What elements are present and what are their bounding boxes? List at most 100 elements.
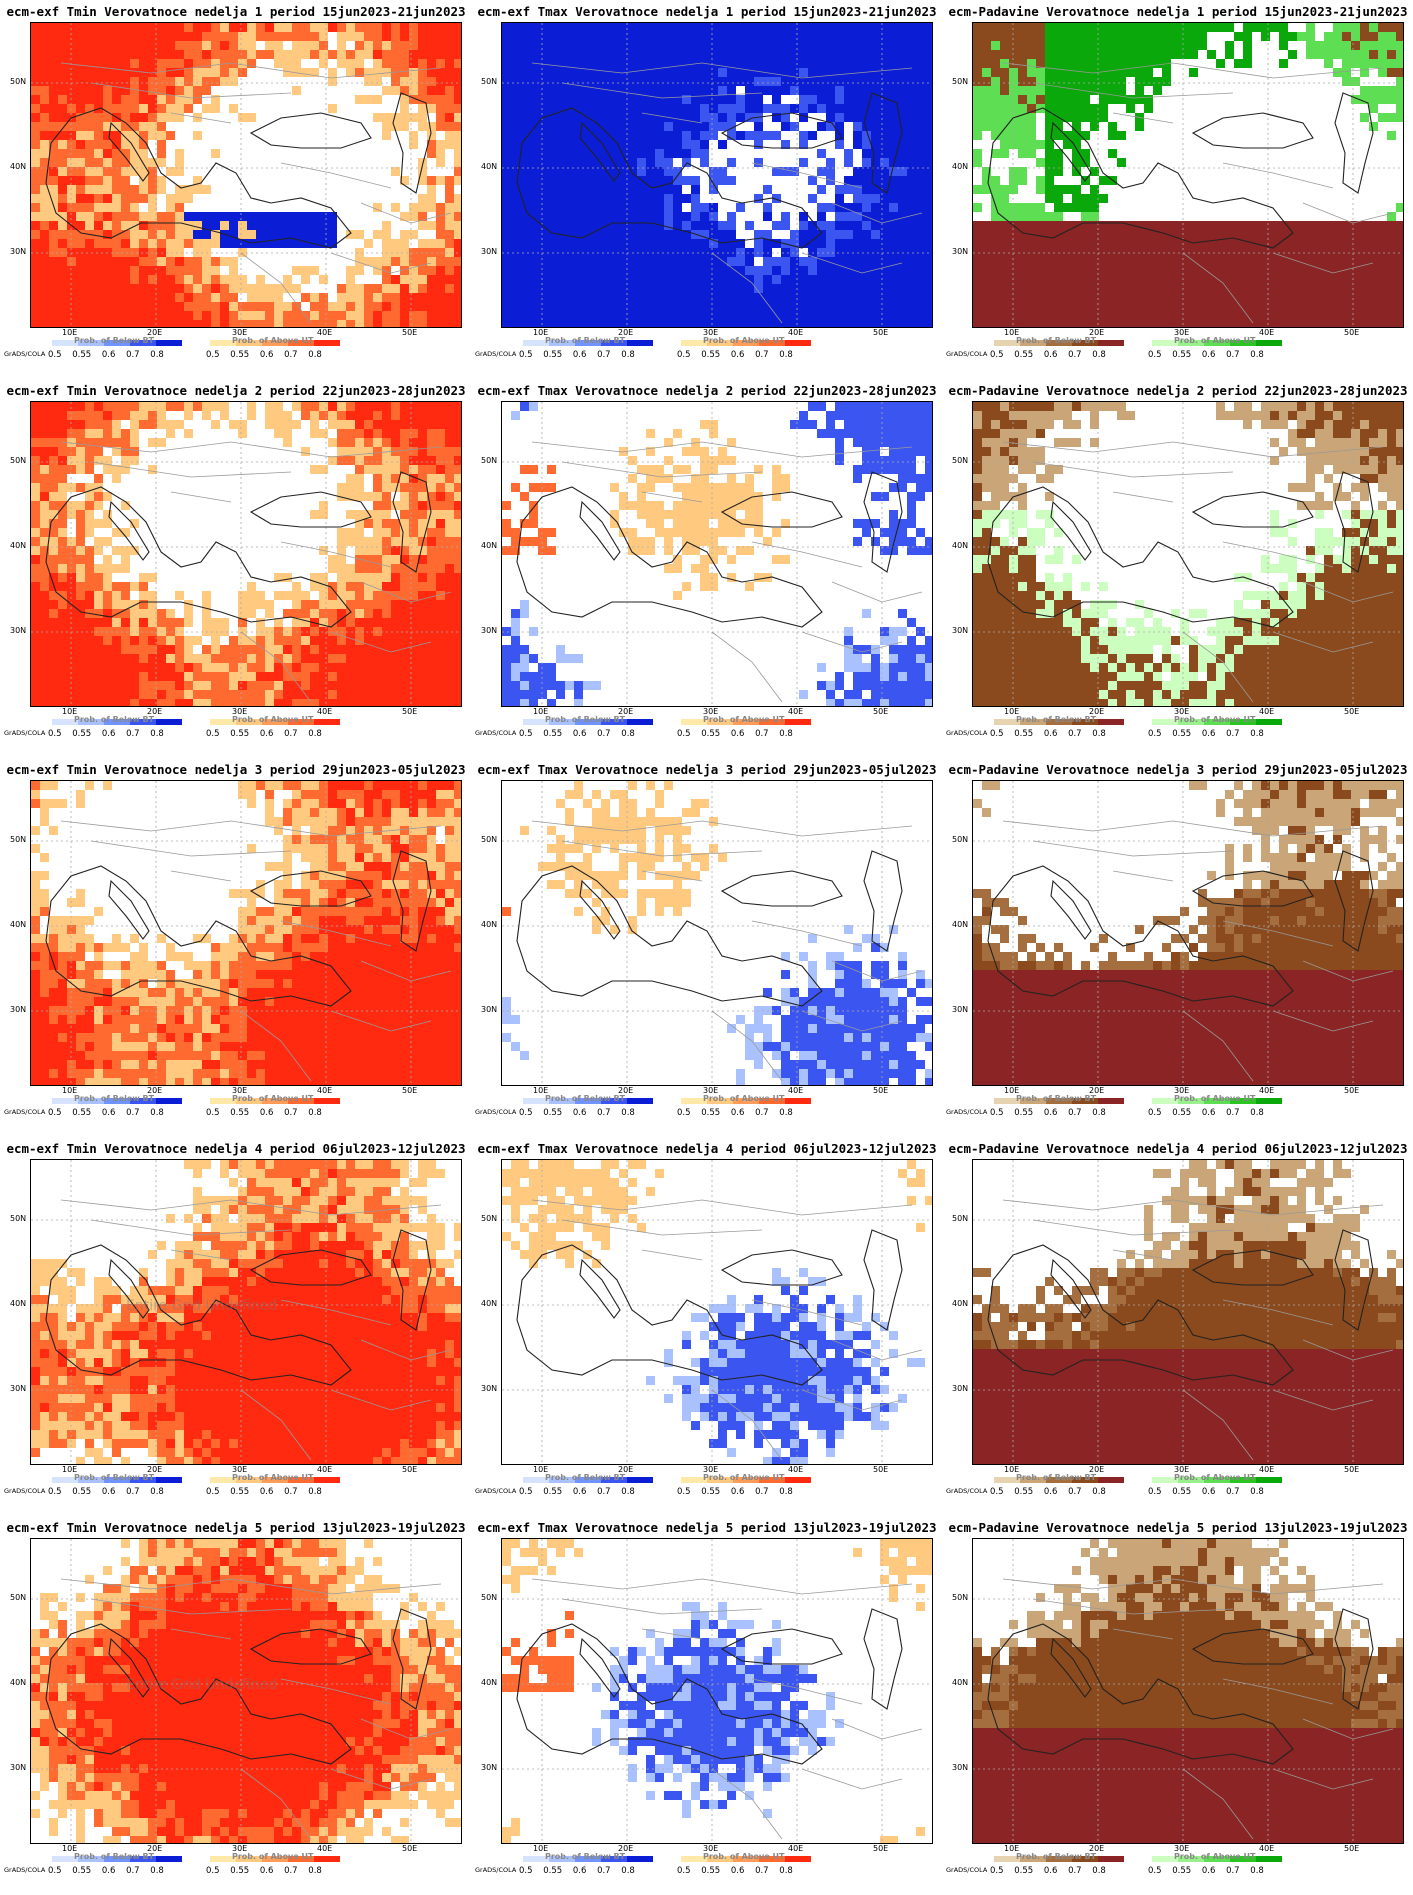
grid-cell	[436, 681, 445, 690]
grid-cell	[1090, 266, 1099, 275]
grid-cell	[547, 95, 556, 104]
grid-cell	[709, 23, 718, 32]
grid-cell	[166, 636, 175, 645]
grid-cell	[907, 32, 916, 41]
grid-cell	[67, 104, 76, 113]
grid-cell	[1252, 293, 1261, 302]
grid-cell	[355, 438, 364, 447]
grid-cell	[265, 302, 274, 311]
grid-cell	[130, 311, 139, 320]
grid-cell	[418, 456, 427, 465]
grid-cell	[1243, 32, 1252, 41]
grid-cell	[871, 230, 880, 239]
grid-cell	[427, 411, 436, 420]
grid-cell	[1036, 284, 1045, 293]
grid-cell	[76, 681, 85, 690]
grid-cell	[391, 636, 400, 645]
grid-cell	[880, 104, 889, 113]
grid-cell	[925, 311, 932, 320]
grid-cell	[391, 402, 400, 411]
grid-cell	[301, 230, 310, 239]
grid-cell	[400, 32, 409, 41]
grid-cell	[853, 257, 862, 266]
grid-cell	[592, 32, 601, 41]
grid-cell	[1054, 293, 1063, 302]
grid-cell	[973, 257, 982, 266]
grid-cell	[583, 59, 592, 68]
grid-cell	[1081, 212, 1090, 221]
grid-cell	[502, 95, 511, 104]
grid-cell	[427, 492, 436, 501]
grid-cell	[427, 501, 436, 510]
grid-cell	[727, 23, 736, 32]
grid-cell	[1099, 293, 1108, 302]
grid-cell	[898, 167, 907, 176]
grid-cell	[58, 68, 67, 77]
grid-cell	[265, 41, 274, 50]
grid-cell	[58, 573, 67, 582]
grid-cell	[1180, 257, 1189, 266]
grid-cell	[691, 77, 700, 86]
grid-cell	[94, 320, 103, 327]
grid-cell	[736, 257, 745, 266]
grid-cell	[844, 284, 853, 293]
grid-cell	[664, 77, 673, 86]
grid-cell	[991, 221, 1000, 230]
grid-cell	[1009, 185, 1018, 194]
grid-cell	[112, 528, 121, 537]
grid-cell	[835, 104, 844, 113]
grid-cell	[454, 438, 461, 447]
grid-cell	[772, 293, 781, 302]
grid-cell	[925, 68, 932, 77]
grid-cell	[103, 438, 112, 447]
grid-cell	[229, 690, 238, 699]
grid-cell	[1144, 32, 1153, 41]
grid-cell	[556, 167, 565, 176]
grid-cell	[691, 302, 700, 311]
grid-cell	[391, 474, 400, 483]
grid-cell	[1000, 230, 1009, 239]
grid-cell	[1360, 68, 1369, 77]
grid-cell	[1045, 320, 1054, 327]
grid-cell	[112, 609, 121, 618]
grid-cell	[1351, 77, 1360, 86]
grid-cell	[880, 23, 889, 32]
grid-cell	[754, 266, 763, 275]
grid-cell	[319, 221, 328, 230]
grid-cell	[1225, 257, 1234, 266]
grid-cell	[835, 221, 844, 230]
grid-cell	[85, 690, 94, 699]
grid-cell	[1000, 302, 1009, 311]
grid-cell	[628, 68, 637, 77]
grid-cell	[436, 627, 445, 636]
grid-cell	[718, 23, 727, 32]
grid-cell	[85, 618, 94, 627]
grid-cell	[292, 663, 301, 672]
grid-cell	[76, 284, 85, 293]
grid-cell	[301, 275, 310, 284]
grid-cell	[391, 627, 400, 636]
grid-cell	[175, 212, 184, 221]
grid-cell	[1288, 302, 1297, 311]
grid-cell	[427, 645, 436, 654]
grid-cell	[916, 239, 925, 248]
grid-cell	[1000, 104, 1009, 113]
grid-cell	[130, 104, 139, 113]
grid-cell	[184, 266, 193, 275]
grid-cell	[610, 212, 619, 221]
grid-cell	[682, 275, 691, 284]
grid-cell	[328, 609, 337, 618]
grid-cell	[355, 302, 364, 311]
grid-cell	[529, 131, 538, 140]
grid-cell	[112, 320, 121, 327]
grid-cell	[547, 275, 556, 284]
grid-cell	[1054, 248, 1063, 257]
grid-cell	[193, 636, 202, 645]
grid-cell	[1315, 266, 1324, 275]
grid-cell	[826, 113, 835, 122]
caspian-sea-coastline	[392, 92, 432, 194]
grid-cell	[94, 456, 103, 465]
grid-cell	[511, 41, 520, 50]
grid-cell	[691, 293, 700, 302]
grid-cell	[1126, 104, 1135, 113]
